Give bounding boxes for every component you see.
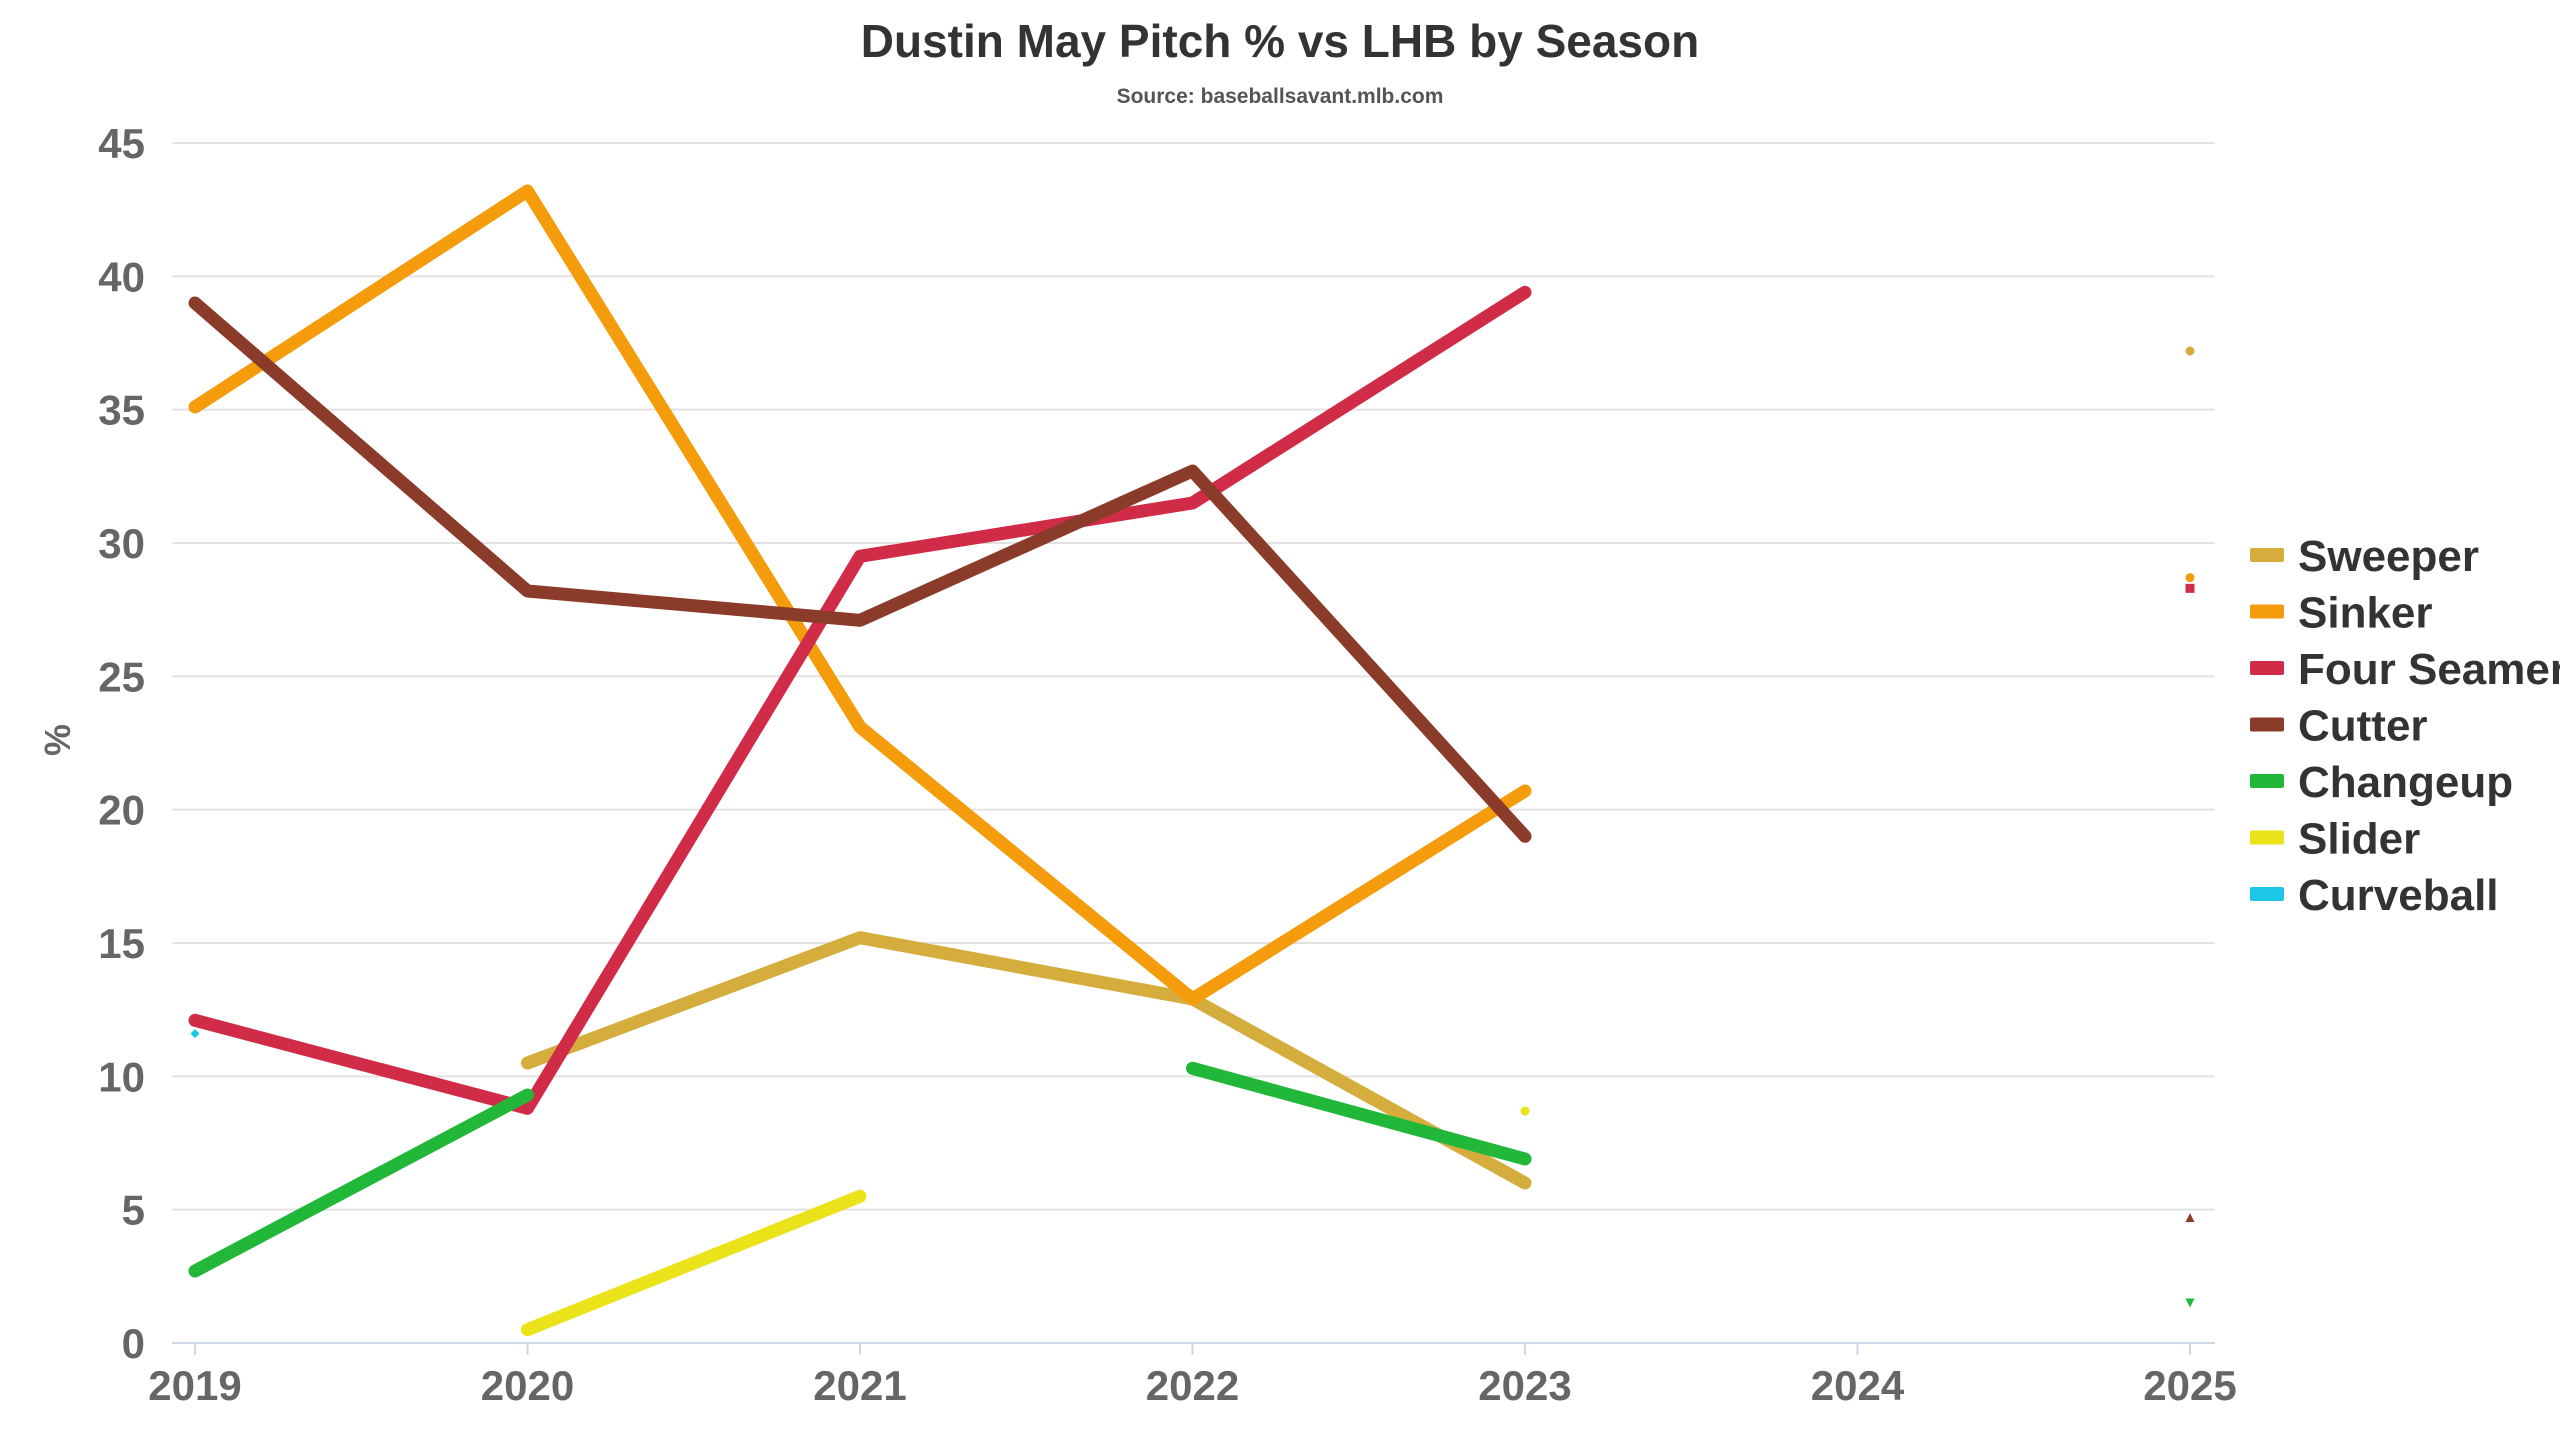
- x-tick-label: 2019: [148, 1362, 241, 1409]
- y-tick-label: 15: [98, 920, 145, 967]
- series-line-changeup: [188, 1088, 534, 1278]
- legend-swatch: [2250, 604, 2284, 619]
- x-axis-ticks: 2019 2020 2021 2022 2023 2024 2025: [148, 1343, 2237, 1409]
- legend-swatch: [2250, 661, 2284, 675]
- y-tick-label: 25: [98, 653, 145, 700]
- series-line-sweeper: [521, 931, 1532, 1190]
- x-tick-label: 2021: [813, 1362, 906, 1409]
- legend-label: Curveball: [2298, 871, 2499, 920]
- data-point: [2185, 583, 2195, 593]
- legend: Sweeper Sinker Four Seamer Cutter Changeup Sl…: [2250, 532, 2560, 920]
- series-line-changeup: [1186, 1061, 1532, 1166]
- y-tick-label: 35: [98, 387, 145, 434]
- y-tick-label: 40: [98, 253, 145, 300]
- legend-label: Sweeper: [2298, 532, 2479, 581]
- x-tick-label: 2020: [481, 1362, 574, 1409]
- legend-swatch: [2250, 774, 2284, 788]
- legend-swatch: [2250, 717, 2284, 732]
- series-line-cutter: [188, 296, 1532, 843]
- y-tick-label: 5: [122, 1187, 145, 1234]
- chart-title: Dustin May Pitch % vs LHB by Season: [861, 15, 1699, 67]
- y-axis-title: %: [37, 724, 78, 756]
- legend-label: Changeup: [2298, 758, 2513, 807]
- y-tick-label: 30: [98, 520, 145, 567]
- data-point: [2185, 1213, 2195, 1223]
- legend-label: Slider: [2298, 815, 2420, 864]
- legend-label: Four Seamer: [2298, 645, 2560, 694]
- series-line-slider: [521, 1189, 867, 1337]
- series-line-four-seamer: [188, 285, 1532, 1115]
- y-tick-label: 10: [98, 1053, 145, 1100]
- data-point: [2185, 1298, 2195, 1308]
- series-lines: [188, 184, 1532, 1337]
- series-markers: [190, 346, 2195, 1308]
- gridlines: [172, 142, 2215, 1344]
- data-point: [2185, 573, 2195, 583]
- legend-swatch: [2250, 830, 2284, 845]
- data-point: [190, 1029, 200, 1039]
- legend-label: Sinker: [2298, 589, 2433, 638]
- y-tick-label: 45: [98, 120, 145, 167]
- legend-swatch: [2250, 887, 2284, 901]
- x-tick-label: 2025: [2143, 1362, 2236, 1409]
- data-point: [1520, 1106, 1530, 1116]
- x-tick-label: 2023: [1478, 1362, 1571, 1409]
- chart-subtitle: Source: baseballsavant.mlb.com: [1117, 85, 1444, 108]
- x-tick-label: 2024: [1811, 1362, 1905, 1409]
- legend-label: Cutter: [2298, 702, 2428, 751]
- x-tick-label: 2022: [1146, 1362, 1239, 1409]
- data-point: [2185, 346, 2195, 356]
- series-line-sinker: [188, 184, 1532, 1006]
- legend-swatch: [2250, 548, 2284, 562]
- y-tick-label: 0: [122, 1320, 145, 1367]
- y-axis-ticks: 0 5 10 15 20 25 30 35 40 45: [98, 120, 145, 1367]
- y-tick-label: 20: [98, 787, 145, 834]
